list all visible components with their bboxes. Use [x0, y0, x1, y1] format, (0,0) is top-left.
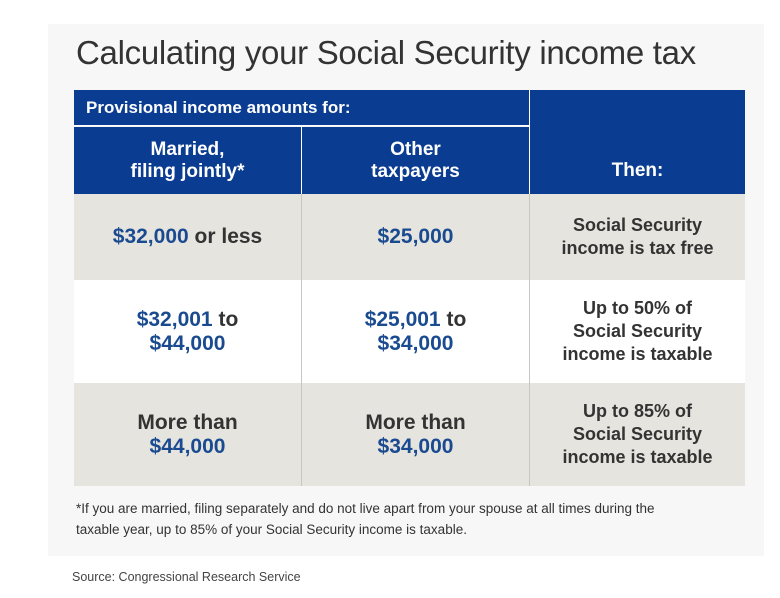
header-divider	[301, 126, 302, 194]
amount: $25,001	[364, 307, 441, 331]
header-line: taxpayers	[371, 160, 460, 182]
then-line: Social Security	[572, 215, 703, 235]
header-other-taxpayers: Other taxpayers	[302, 127, 529, 194]
cell-then: Up to 85% of Social Security income is t…	[530, 383, 745, 486]
header-provisional-income: Provisional income amounts for:	[74, 90, 529, 126]
amount: $32,001	[136, 307, 213, 331]
amount: $25,000	[377, 225, 454, 248]
footnote-line: taxable year, up to 85% of your Social S…	[76, 522, 467, 537]
column-divider	[301, 383, 302, 486]
amount: $34,000	[377, 434, 454, 458]
header-line: filing jointly*	[130, 160, 245, 182]
table-row: $32,001 to $44,000 $25,001 to $34,000 Up…	[74, 280, 745, 383]
then-line: Up to 50% of	[582, 298, 692, 318]
amount-qualifier: More than	[365, 410, 466, 434]
then-line: income is tax free	[561, 238, 714, 258]
column-divider	[529, 280, 530, 383]
amount-qualifier: or less	[188, 225, 263, 248]
cell-married: $32,001 to $44,000	[74, 280, 301, 383]
column-divider	[301, 194, 302, 280]
then-line: Social Security	[572, 424, 703, 444]
cell-other: $25,000	[302, 194, 529, 280]
amount-qualifier: More than	[137, 410, 238, 434]
amount: $34,000	[377, 331, 454, 355]
amount: $32,000	[112, 225, 189, 248]
header-line: Married,	[150, 138, 225, 160]
table-row: More than $44,000 More than $34,000 Up t…	[74, 383, 745, 486]
amount-qualifier: to	[440, 307, 467, 331]
then-line: income is taxable	[562, 344, 713, 364]
cell-then: Up to 50% of Social Security income is t…	[530, 280, 745, 383]
then-line: income is taxable	[562, 447, 713, 467]
column-divider	[529, 383, 530, 486]
cell-married: $32,000 or less	[74, 194, 301, 280]
header-then: Then:	[530, 90, 745, 194]
page-title: Calculating your Social Security income …	[76, 34, 696, 71]
amount: $44,000	[149, 331, 226, 355]
column-divider	[529, 194, 530, 280]
cell-then: Social Security income is tax free	[530, 194, 745, 280]
header-married-filing-jointly: Married, filing jointly*	[74, 127, 301, 194]
amount: $44,000	[149, 434, 226, 458]
then-line: Up to 85% of	[582, 401, 692, 421]
header-divider	[529, 90, 530, 194]
cell-other: $25,001 to $34,000	[302, 280, 529, 383]
source-credit: Source: Congressional Research Service	[72, 570, 301, 584]
cell-married: More than $44,000	[74, 383, 301, 486]
footnote-line: *If you are married, filing separately a…	[76, 501, 655, 516]
table-row: $32,000 or less $25,000 Social Security …	[74, 194, 745, 280]
cell-other: More than $34,000	[302, 383, 529, 486]
header-line: Other	[390, 138, 441, 160]
then-line: Social Security	[572, 321, 703, 341]
column-divider	[301, 280, 302, 383]
amount-qualifier: to	[212, 307, 239, 331]
footnote: *If you are married, filing separately a…	[76, 498, 746, 540]
tax-card: Calculating your Social Security income …	[48, 24, 764, 556]
